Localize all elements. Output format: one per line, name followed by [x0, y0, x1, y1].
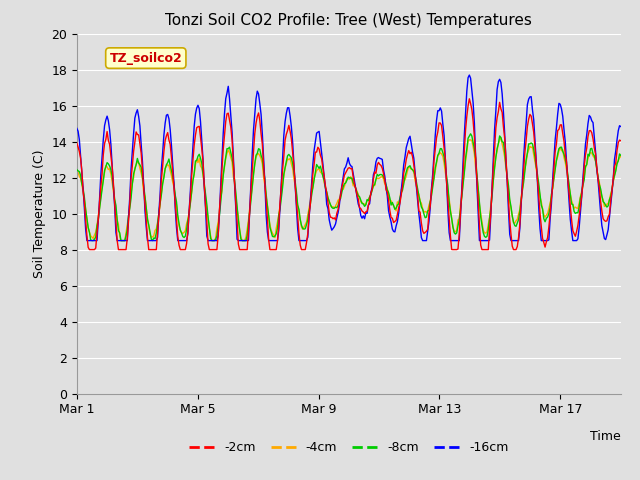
Text: TZ_soilco2: TZ_soilco2 [109, 51, 182, 65]
Legend: -2cm, -4cm, -8cm, -16cm: -2cm, -4cm, -8cm, -16cm [184, 436, 513, 459]
Y-axis label: Soil Temperature (C): Soil Temperature (C) [33, 149, 45, 278]
Title: Tonzi Soil CO2 Profile: Tree (West) Temperatures: Tonzi Soil CO2 Profile: Tree (West) Temp… [165, 13, 532, 28]
Text: Time: Time [590, 430, 621, 443]
